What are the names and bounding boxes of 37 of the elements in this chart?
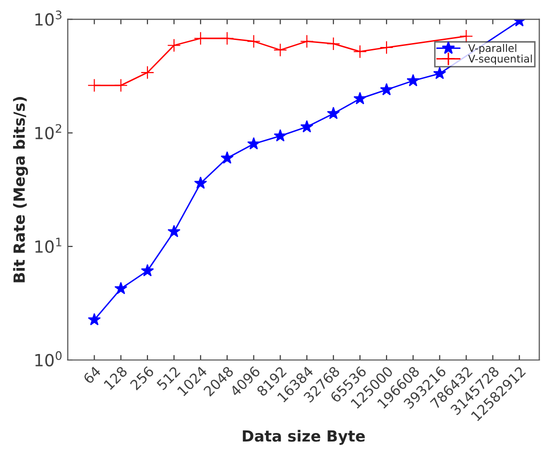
- point: [380, 40, 394, 54]
- point: [194, 176, 208, 189]
- y-tick-label: 10$^{1}$: [35, 238, 62, 253]
- point: [114, 282, 128, 294]
- point: [220, 32, 234, 46]
- point: [326, 36, 340, 50]
- y-axis-title: Bit Rate (Mega bits/s): [13, 97, 28, 282]
- point: [220, 151, 234, 164]
- point: [274, 43, 288, 57]
- point: [246, 34, 260, 48]
- point: [353, 44, 367, 58]
- point: [433, 66, 446, 80]
- point: [300, 120, 314, 132]
- point: [380, 82, 393, 96]
- y-tick-label: 10$^{2}$: [35, 124, 62, 140]
- point: [300, 34, 314, 48]
- point: [354, 92, 366, 104]
- x-axis-title: Data size Byte: [242, 430, 365, 445]
- point: [194, 32, 208, 46]
- point: [167, 38, 181, 52]
- legend-label: V-sequential: [468, 54, 532, 65]
- x-tick-label: 64: [82, 366, 102, 384]
- point: [459, 29, 474, 44]
- point: [326, 106, 340, 120]
- point: [274, 129, 287, 142]
- y-tick-label: 10$^{0}$: [35, 351, 62, 366]
- point: [114, 78, 128, 92]
- y-tick-label: 10$^{3}$: [35, 10, 62, 26]
- point: [88, 78, 102, 92]
- point: [406, 74, 420, 86]
- point: [88, 313, 101, 326]
- point: [247, 137, 260, 150]
- legend-label: V-parallel: [468, 44, 516, 54]
- x-tick-label: 128: [103, 366, 128, 390]
- point: [168, 224, 180, 238]
- point: [140, 66, 154, 80]
- point: [140, 264, 154, 276]
